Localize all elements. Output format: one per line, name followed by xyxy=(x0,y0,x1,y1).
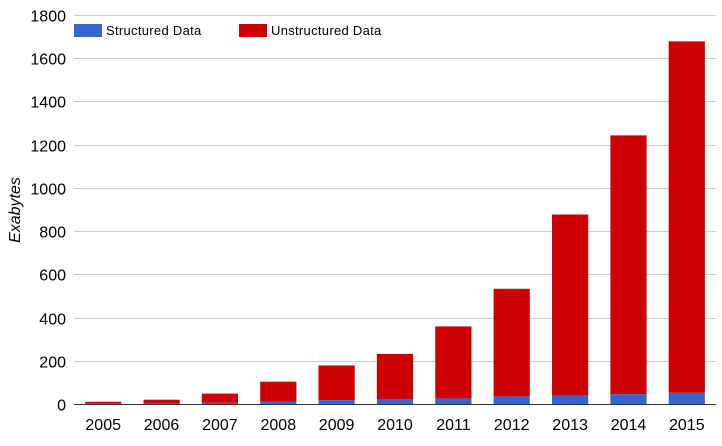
x-tick-label: 2010 xyxy=(377,417,413,434)
x-tick-label: 2014 xyxy=(611,417,647,434)
bar-structured-2012 xyxy=(493,396,530,404)
gridlines xyxy=(74,15,716,362)
x-axis-ticks: 2005 2006 2007 2008 2009 2010 2011 2012 2013 2014… xyxy=(85,417,704,434)
y-tick-label: 1800 xyxy=(30,9,66,26)
bar-structured-2007 xyxy=(201,402,238,404)
x-tick-label: 2007 xyxy=(202,417,238,434)
y-tick-label: 800 xyxy=(39,225,66,242)
bar-structured-2011 xyxy=(435,398,472,404)
x-tick-label: 2015 xyxy=(669,417,705,434)
x-tick-label: 2005 xyxy=(85,417,121,434)
bar-unstructured-2011 xyxy=(435,326,472,399)
x-tick-label: 2009 xyxy=(319,417,355,434)
bar-unstructured-2015 xyxy=(668,41,705,393)
bar-unstructured-2009 xyxy=(318,365,355,401)
bar-structured-2006 xyxy=(143,403,180,404)
bar-structured-2013 xyxy=(552,395,589,404)
bar-unstructured-2007 xyxy=(201,393,238,403)
y-tick-label: 1600 xyxy=(30,52,66,69)
x-tick-label: 2012 xyxy=(494,417,530,434)
bar-structured-2009 xyxy=(318,400,355,404)
y-tick-label: 400 xyxy=(39,312,66,329)
bar-unstructured-2013 xyxy=(552,214,589,396)
legend-label-unstructured: Unstructured Data xyxy=(271,23,382,38)
x-tick-label: 2013 xyxy=(552,417,588,434)
legend-swatch-unstructured xyxy=(239,24,267,37)
bar-structured-2010 xyxy=(376,399,414,404)
y-tick-label: 1400 xyxy=(30,95,66,112)
bar-unstructured-2014 xyxy=(610,135,647,395)
y-axis-title: Exabytes xyxy=(7,177,24,243)
bar-structured-2015 xyxy=(668,392,705,404)
bar-unstructured-2008 xyxy=(260,381,297,402)
y-tick-label: 600 xyxy=(39,268,66,285)
y-tick-label: 1200 xyxy=(30,139,66,156)
y-tick-label: 200 xyxy=(39,355,66,372)
bar-unstructured-2010 xyxy=(376,353,414,400)
bar-unstructured-2006 xyxy=(143,399,180,404)
legend-label-structured: Structured Data xyxy=(106,23,202,38)
legend-swatch-structured xyxy=(74,24,102,37)
bar-structured-2008 xyxy=(260,401,297,404)
x-tick-label: 2011 xyxy=(436,417,471,434)
x-tick-label: 2008 xyxy=(261,417,297,434)
bar-unstructured-2005 xyxy=(85,401,122,404)
bars xyxy=(85,41,705,404)
legend: Structured Data Unstructured Data xyxy=(74,23,382,38)
y-tick-label: 0 xyxy=(57,398,66,415)
bar-structured-2014 xyxy=(610,394,647,404)
x-tick-label: 2006 xyxy=(144,417,180,434)
y-axis-ticks: 0 200 400 600 800 1000 1200 1400 1600 1800 xyxy=(30,9,66,415)
y-tick-label: 1000 xyxy=(30,182,66,199)
bar-unstructured-2012 xyxy=(493,288,530,397)
